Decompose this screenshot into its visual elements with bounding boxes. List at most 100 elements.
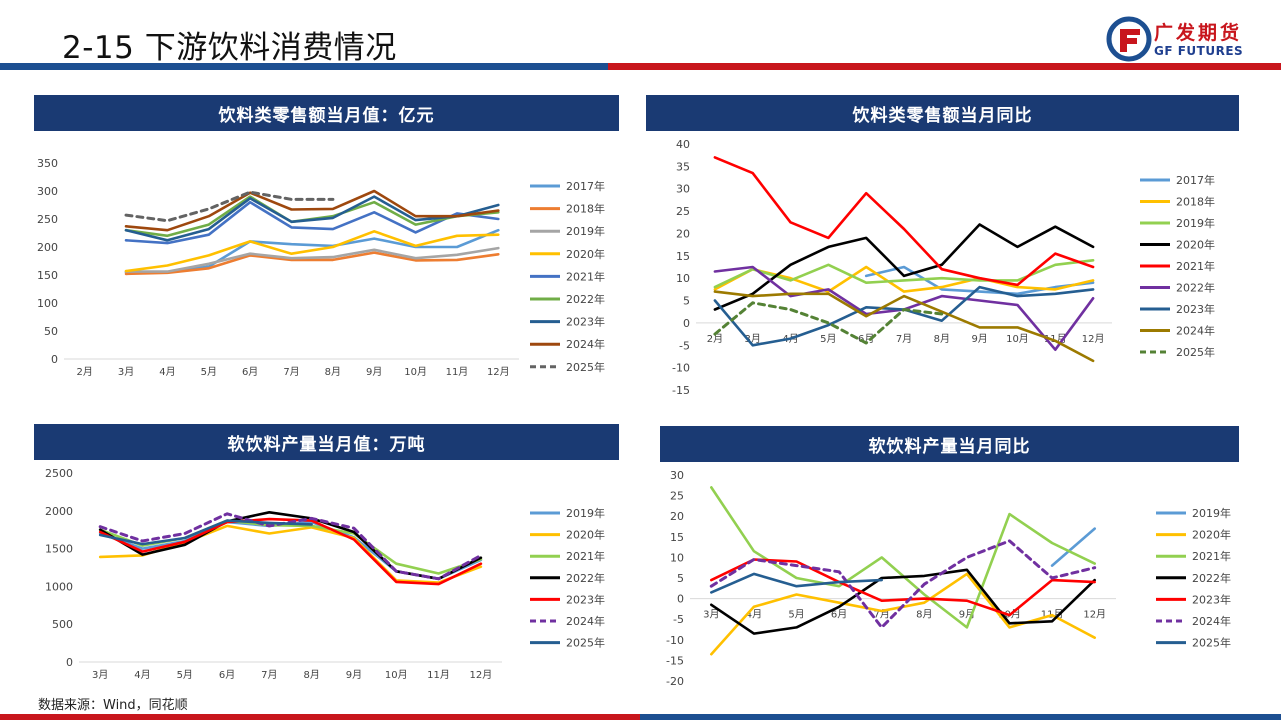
legend-label: 2021年 bbox=[566, 269, 605, 283]
legend-label: 2018年 bbox=[1176, 195, 1215, 209]
legend-label: 2023年 bbox=[566, 315, 605, 329]
x-tick-label: 8月 bbox=[934, 333, 950, 345]
series-line bbox=[124, 195, 500, 242]
legend-label: 2017年 bbox=[566, 179, 605, 193]
legend-label: 2024年 bbox=[1192, 614, 1231, 628]
series-line bbox=[124, 200, 500, 245]
legend-label: 2025年 bbox=[1192, 636, 1231, 650]
legend-label: 2023年 bbox=[1192, 592, 1231, 606]
x-tick-label: 9月 bbox=[346, 669, 362, 681]
x-tick-label: 12月 bbox=[1083, 609, 1106, 621]
y-tick-label: 25 bbox=[670, 490, 684, 503]
y-tick-label: 250 bbox=[37, 213, 58, 226]
y-tick-label: -10 bbox=[672, 362, 690, 375]
legend-label: 2022年 bbox=[1176, 281, 1215, 295]
series-line bbox=[710, 558, 1096, 617]
legend-label: 2024年 bbox=[566, 337, 605, 351]
series-line bbox=[124, 246, 500, 273]
y-tick-label: -15 bbox=[666, 654, 684, 667]
y-tick-label: 2500 bbox=[45, 467, 73, 480]
series-line bbox=[98, 512, 483, 581]
x-tick-label: 9月 bbox=[971, 333, 987, 345]
legend-label: 2022年 bbox=[1192, 571, 1231, 585]
legend-label: 2020年 bbox=[1192, 528, 1231, 542]
x-tick-label: 5月 bbox=[177, 669, 193, 681]
legend-label: 2022年 bbox=[566, 292, 605, 306]
gf-logo-icon bbox=[1106, 16, 1152, 62]
y-tick-label: 15 bbox=[676, 250, 690, 263]
chart-title: 饮料类零售额当月同比 bbox=[646, 95, 1239, 131]
legend-label: 2022年 bbox=[566, 571, 605, 585]
series-line bbox=[98, 517, 483, 586]
legend-label: 2018年 bbox=[566, 202, 605, 216]
page-title: 2-15 下游饮料消费情况 bbox=[62, 30, 397, 66]
legend-label: 2024年 bbox=[566, 614, 605, 628]
series-line bbox=[98, 519, 313, 546]
x-tick-label: 6月 bbox=[831, 609, 847, 621]
series-line bbox=[124, 251, 500, 276]
y-tick-label: 1500 bbox=[45, 543, 73, 556]
x-tick-label: 4月 bbox=[159, 366, 175, 378]
y-tick-label: 10 bbox=[670, 551, 684, 564]
y-tick-label: 500 bbox=[52, 618, 73, 631]
y-tick-label: 30 bbox=[670, 469, 684, 482]
y-tick-label: 2000 bbox=[45, 505, 73, 518]
chart-panel-3: 软饮料产量当月值：万吨 0 500 1000 1500 2000 2500 3月 4月 5月 6月… bbox=[34, 424, 619, 689]
legend-label: 2021年 bbox=[1192, 549, 1231, 563]
y-tick-label: 25 bbox=[676, 205, 690, 218]
x-tick-label: 10月 bbox=[1006, 333, 1029, 345]
x-tick-label: 7月 bbox=[896, 333, 912, 345]
x-tick-label: 7月 bbox=[874, 609, 890, 621]
y-tick-label: 200 bbox=[37, 241, 58, 254]
series-line bbox=[710, 572, 883, 594]
header-rule-blue bbox=[0, 63, 608, 70]
y-tick-label: -15 bbox=[672, 384, 690, 397]
series-line bbox=[124, 230, 500, 273]
series-line bbox=[709, 539, 1097, 629]
series-line bbox=[713, 290, 1095, 363]
y-tick-label: 20 bbox=[670, 510, 684, 523]
legend-label: 2020年 bbox=[566, 528, 605, 542]
chart-title: 软饮料产量当月同比 bbox=[660, 426, 1239, 462]
series-line bbox=[713, 223, 1095, 311]
legend-label: 2025年 bbox=[566, 360, 605, 374]
header-rule-red bbox=[608, 63, 1281, 70]
x-tick-label: 10月 bbox=[385, 669, 408, 681]
x-tick-label: 7月 bbox=[261, 669, 277, 681]
legend-label: 2020年 bbox=[1176, 238, 1215, 252]
series-line bbox=[713, 156, 1095, 287]
chart-panel-1: 饮料类零售额当月值：亿元 0 50 100 150 200 250 300 350 2月 3月 4月… bbox=[34, 95, 619, 385]
legend-label: 2023年 bbox=[566, 592, 605, 606]
logo-text-en: GF FUTURES bbox=[1154, 44, 1244, 58]
y-tick-label: -10 bbox=[666, 634, 684, 647]
series-line bbox=[124, 189, 500, 232]
data-source-note: 数据来源：Wind，同花顺 bbox=[38, 698, 188, 713]
x-tick-label: 4月 bbox=[134, 669, 150, 681]
y-tick-label: 35 bbox=[676, 160, 690, 173]
x-tick-label: 7月 bbox=[283, 366, 299, 378]
y-tick-label: 0 bbox=[677, 593, 684, 606]
y-tick-label: 5 bbox=[683, 295, 690, 308]
x-tick-label: 8月 bbox=[325, 366, 341, 378]
legend-label: 2019年 bbox=[1192, 506, 1231, 520]
y-tick-label: 10 bbox=[676, 272, 690, 285]
y-tick-label: -5 bbox=[673, 613, 684, 626]
series-line bbox=[710, 568, 1096, 635]
footer-rule bbox=[0, 714, 1281, 720]
legend-label: 2020年 bbox=[566, 247, 605, 261]
x-tick-label: 11月 bbox=[446, 366, 469, 378]
chart-svg: 0 500 1000 1500 2000 2500 3月 4月 5月 6月 7月 8月 9月 10月 11月… bbox=[45, 467, 605, 681]
legend-label: 2021年 bbox=[566, 549, 605, 563]
y-tick-label: -20 bbox=[666, 675, 684, 688]
series-line bbox=[710, 572, 1096, 656]
y-tick-label: 5 bbox=[677, 572, 684, 585]
x-tick-label: 10月 bbox=[404, 366, 427, 378]
chart-panel-4: 软饮料产量当月同比 -20 -15 -10 -5 0 5 10 15 20 25 30 3月 4月 5月 6… bbox=[660, 426, 1239, 691]
y-tick-label: 20 bbox=[676, 227, 690, 240]
x-tick-label: 6月 bbox=[219, 669, 235, 681]
legend-label: 2025年 bbox=[1176, 345, 1215, 359]
series-line bbox=[864, 265, 1095, 296]
legend-label: 2017年 bbox=[1176, 173, 1215, 187]
legend-label: 2019年 bbox=[566, 506, 605, 520]
